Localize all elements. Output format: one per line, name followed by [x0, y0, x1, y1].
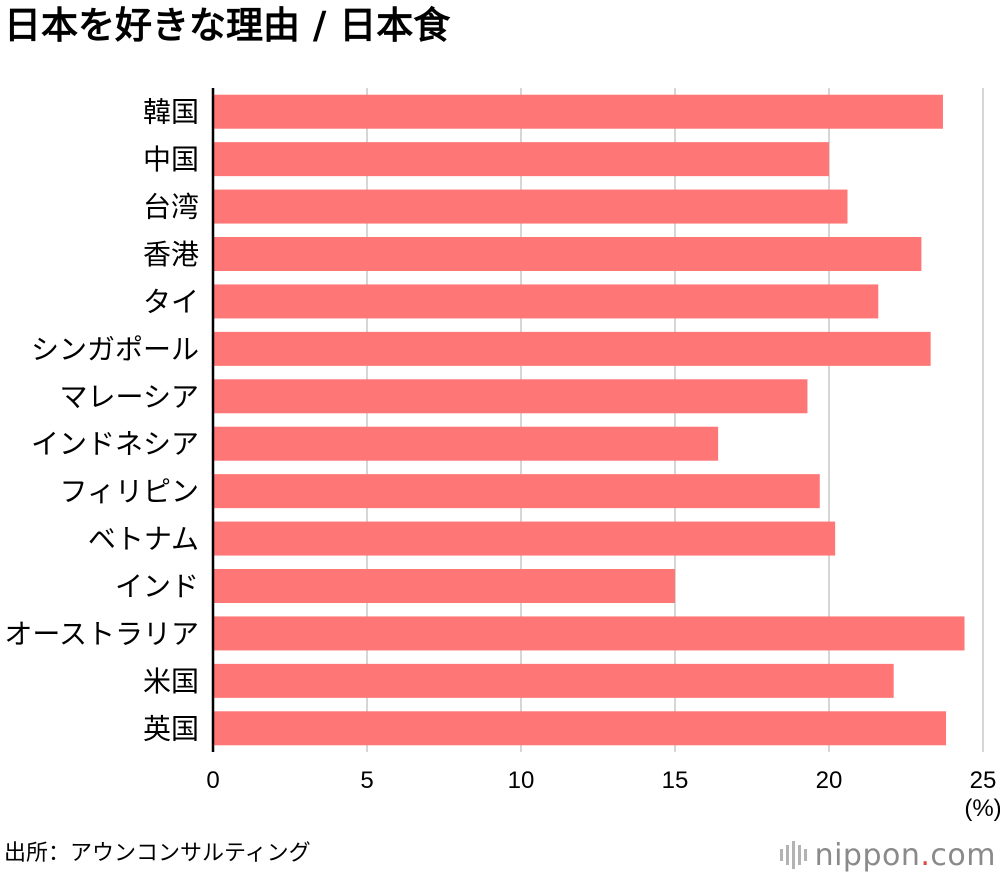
- x-unit-label: (%): [964, 795, 1000, 822]
- bar-ベトナム: [213, 521, 836, 556]
- bar-インド: [213, 569, 675, 603]
- bars: [213, 94, 965, 746]
- bar-米国: [213, 663, 894, 698]
- tick-labels: 0 5 10 15 20 25(%): [206, 767, 1000, 822]
- category-label: タイ: [143, 285, 199, 318]
- category-label: 香港: [143, 238, 199, 271]
- bar-フィリピン: [213, 474, 820, 509]
- x-tick-label: 10: [508, 767, 535, 794]
- x-tick-label: 5: [360, 767, 373, 794]
- bar-韓国: [213, 94, 943, 129]
- bar-シンガポール: [213, 331, 931, 366]
- bar-インドネシア: [213, 426, 719, 461]
- chart-title: 日本を好きな理由 / 日本食: [4, 4, 451, 47]
- category-labels: 韓国中国台湾香港タイシンガポールマレーシアインドネシアフィリピンベトナムインドオ…: [4, 96, 199, 746]
- bar-中国: [213, 142, 829, 177]
- nippon-mark-icon: [779, 840, 807, 870]
- bar-マレーシア: [213, 379, 808, 414]
- gridlines: [366, 88, 984, 752]
- category-label: 米国: [143, 665, 199, 698]
- category-label: インドネシア: [31, 428, 199, 461]
- source-note: 出所：アウンコンサルティング: [4, 841, 311, 866]
- bar-香港: [213, 237, 922, 271]
- category-label: 韓国: [143, 96, 199, 129]
- bar-タイ: [213, 284, 879, 319]
- nippon-logo: nippon.com: [779, 838, 996, 873]
- category-label: 中国: [143, 143, 199, 176]
- bar-台湾: [213, 189, 848, 224]
- brand-tld: com: [930, 837, 996, 873]
- x-tick-label: 15: [662, 767, 689, 794]
- bar-英国: [213, 711, 947, 746]
- category-label: ベトナム: [88, 523, 199, 556]
- brand-dot: .: [920, 837, 931, 873]
- category-label: マレーシア: [60, 380, 199, 413]
- x-tick-label: 25: [970, 767, 997, 794]
- category-label: フィリピン: [60, 475, 199, 508]
- category-label: 英国: [143, 712, 199, 745]
- brand-name: nippon: [814, 837, 921, 873]
- x-tick-label: 0: [206, 767, 219, 794]
- bar-オーストラリア: [213, 616, 965, 651]
- category-label: シンガポール: [31, 333, 199, 366]
- category-label: 台湾: [143, 191, 199, 224]
- nippon-wordmark: nippon.com: [815, 838, 996, 873]
- x-tick-label: 20: [816, 767, 843, 794]
- category-label: インド: [115, 570, 199, 603]
- category-label: オーストラリア: [4, 617, 199, 650]
